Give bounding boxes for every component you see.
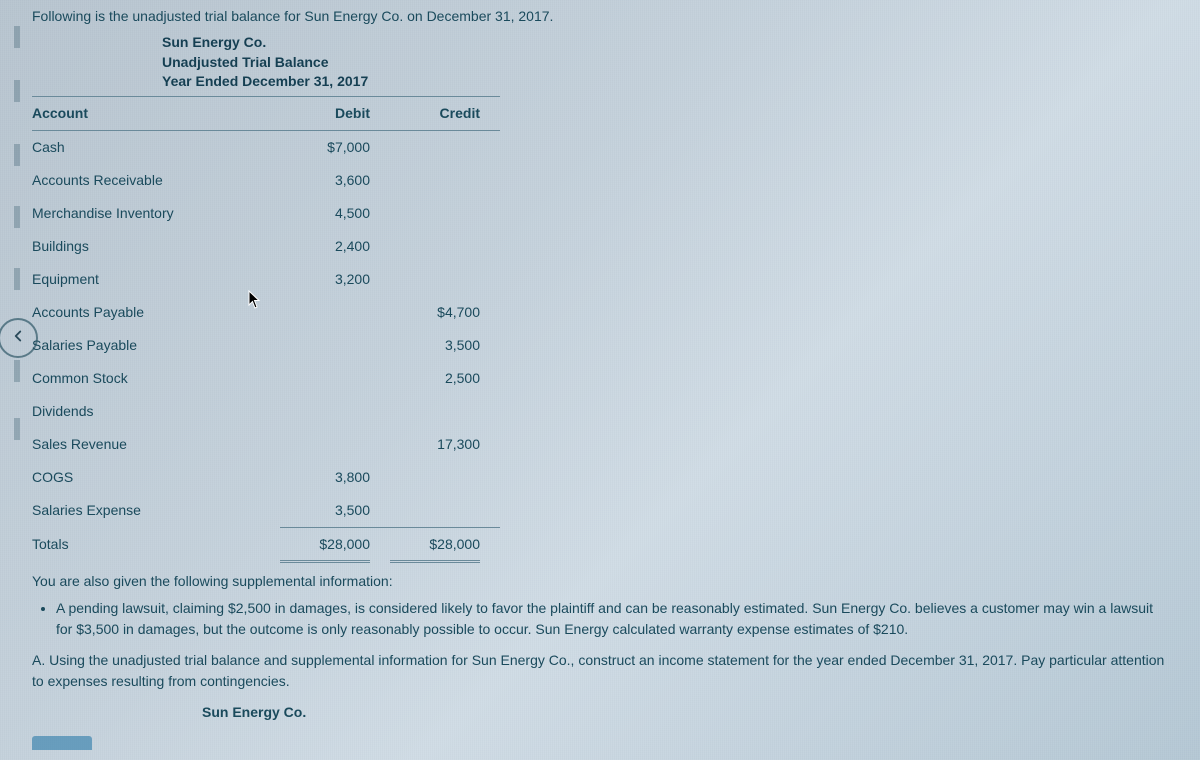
totals-label: Totals [32, 527, 280, 561]
totals-debit: $28,000 [280, 527, 390, 561]
cell-debit [280, 428, 390, 461]
cell-credit [390, 164, 500, 197]
cell-credit [390, 461, 500, 494]
table-row: Equipment3,200 [32, 263, 500, 296]
cell-credit: $4,700 [390, 296, 500, 329]
trial-balance-header: Sun Energy Co. Unadjusted Trial Balance … [162, 33, 1168, 92]
cell-account: Salaries Expense [32, 494, 280, 528]
status-bar-fragment [32, 736, 92, 750]
cell-debit [280, 395, 390, 428]
cell-debit: 3,200 [280, 263, 390, 296]
cell-account: Equipment [32, 263, 280, 296]
question-a: A. Using the unadjusted trial balance an… [32, 650, 1168, 692]
table-row: Accounts Receivable3,600 [32, 164, 500, 197]
cell-credit [390, 395, 500, 428]
document-content: Following is the unadjusted trial balanc… [0, 0, 1200, 723]
income-statement-company: Sun Energy Co. [202, 702, 1168, 723]
table-row: Common Stock 2,500 [32, 362, 500, 395]
trial-balance-table: Account Debit Credit Cash$7,000Accounts … [32, 96, 500, 561]
totals-credit: $28,000 [390, 527, 500, 561]
cell-account: Sales Revenue [32, 428, 280, 461]
table-row: Salaries Payable 3,500 [32, 329, 500, 362]
statement-title: Unadjusted Trial Balance [162, 53, 1168, 73]
company-name: Sun Energy Co. [162, 33, 1168, 53]
table-row: Sales Revenue 17,300 [32, 428, 500, 461]
cell-debit: 2,400 [280, 230, 390, 263]
table-totals-row: Totals $28,000 $28,000 [32, 527, 500, 561]
cell-account: Common Stock [32, 362, 280, 395]
supplemental-list: A pending lawsuit, claiming $2,500 in da… [32, 598, 1168, 640]
table-row: Dividends [32, 395, 500, 428]
cell-debit [280, 296, 390, 329]
cell-account: Buildings [32, 230, 280, 263]
cell-credit: 17,300 [390, 428, 500, 461]
cell-debit: 4,500 [280, 197, 390, 230]
table-row: Cash$7,000 [32, 130, 500, 164]
cell-debit: 3,500 [280, 494, 390, 528]
cell-account: Accounts Payable [32, 296, 280, 329]
supplemental-heading: You are also given the following supplem… [32, 571, 1168, 592]
cell-debit: $7,000 [280, 130, 390, 164]
col-account: Account [32, 96, 280, 130]
cell-account: COGS [32, 461, 280, 494]
cell-account: Cash [32, 130, 280, 164]
cell-account: Merchandise Inventory [32, 197, 280, 230]
cell-credit: 3,500 [390, 329, 500, 362]
cell-account: Salaries Payable [32, 329, 280, 362]
cell-debit [280, 362, 390, 395]
col-debit: Debit [280, 96, 390, 130]
table-row: Buildings2,400 [32, 230, 500, 263]
cell-credit [390, 230, 500, 263]
cell-credit [390, 263, 500, 296]
table-row: Salaries Expense3,500 [32, 494, 500, 528]
period-line: Year Ended December 31, 2017 [162, 72, 1168, 92]
cell-credit [390, 197, 500, 230]
cell-debit [280, 329, 390, 362]
table-row: Merchandise Inventory4,500 [32, 197, 500, 230]
cell-credit [390, 494, 500, 528]
cell-account: Accounts Receivable [32, 164, 280, 197]
supplemental-bullet: A pending lawsuit, claiming $2,500 in da… [56, 598, 1168, 640]
col-credit: Credit [390, 96, 500, 130]
cell-account: Dividends [32, 395, 280, 428]
cell-credit: 2,500 [390, 362, 500, 395]
cell-debit: 3,600 [280, 164, 390, 197]
cell-credit [390, 130, 500, 164]
supplemental-section: You are also given the following supplem… [32, 571, 1168, 640]
cell-debit: 3,800 [280, 461, 390, 494]
intro-text: Following is the unadjusted trial balanc… [32, 6, 1168, 27]
table-row: Accounts Payable $4,700 [32, 296, 500, 329]
table-header-row: Account Debit Credit [32, 96, 500, 130]
table-row: COGS3,800 [32, 461, 500, 494]
